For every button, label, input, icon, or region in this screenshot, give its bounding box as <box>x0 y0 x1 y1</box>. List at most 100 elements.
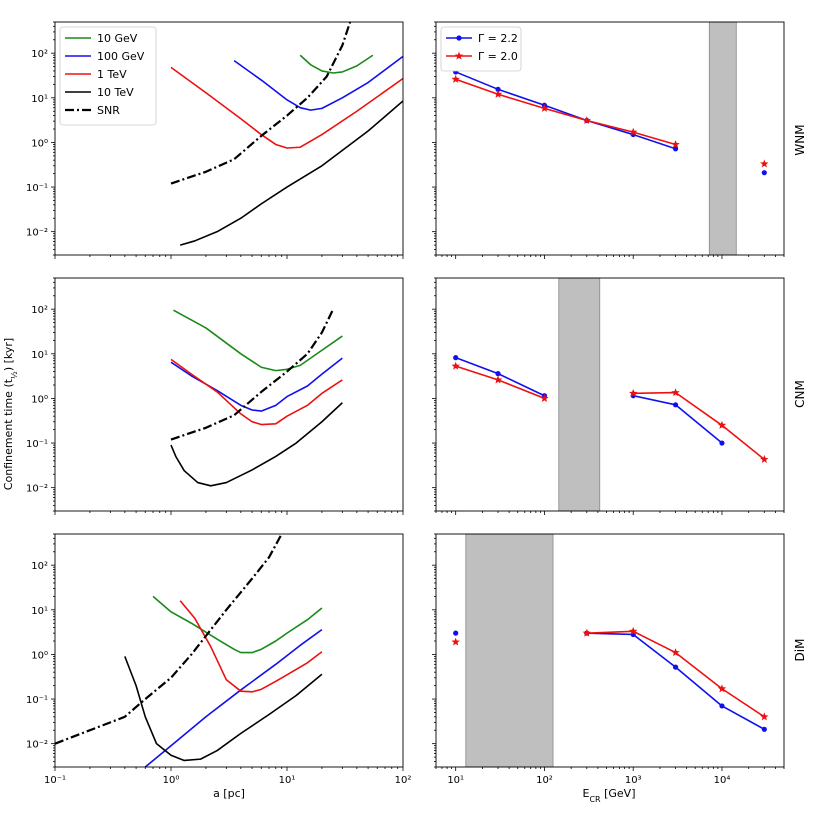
series-group <box>55 534 323 767</box>
series-group <box>451 355 769 463</box>
marker-point-2-2 <box>719 703 725 709</box>
shaded-band <box>465 533 554 768</box>
series-line-10-tev <box>179 100 403 246</box>
marker-star-2-0 <box>717 684 727 693</box>
marker-point-2-2 <box>453 630 459 636</box>
marker-star-2-0 <box>493 89 503 98</box>
right-x-axis-label: ECR [GeV] <box>582 787 635 804</box>
y-tick-label: 10¹ <box>31 350 48 361</box>
marker-point-2-2 <box>761 726 767 732</box>
series-line-100-gev <box>170 357 343 412</box>
y-tick-label: 10⁰ <box>31 650 48 661</box>
row-label-wnm: WNM <box>793 124 807 155</box>
series-line-10-gev <box>173 309 343 372</box>
y-tick-label: 10² <box>31 49 48 60</box>
x-tick-label: 10¹ <box>447 775 464 786</box>
marker-point-2-2 <box>719 440 725 446</box>
marker-point-2-2 <box>672 664 679 670</box>
y-tick-label: 10⁰ <box>31 394 48 405</box>
legend-box <box>59 26 157 126</box>
x-tick-label: 10⁴ <box>714 775 731 786</box>
left-x-axis-label: a [pc] <box>213 787 245 800</box>
series-line-2-2 <box>633 394 723 444</box>
y-tick-label: 10⁻² <box>26 484 48 495</box>
series-line-2-2 <box>586 632 765 730</box>
legend-label: 10 GeV <box>97 32 138 45</box>
legend-marker-dot <box>456 35 462 41</box>
series-line-snr <box>170 22 352 185</box>
x-tick-label: 10³ <box>625 775 642 786</box>
marker-point-2-2 <box>453 355 459 361</box>
marker-star-2-0 <box>671 648 680 657</box>
y-tick-label: 10² <box>31 305 48 316</box>
y-tick-label: 10¹ <box>31 606 48 617</box>
marker-star-2-0 <box>451 637 460 646</box>
shaded-band <box>558 277 601 512</box>
x-tick-label: 10² <box>536 775 553 786</box>
series-line-100-gev <box>144 628 323 767</box>
x-tick-label: 10⁻¹ <box>44 775 66 786</box>
row-label-dim: DiM <box>793 639 807 662</box>
series-group <box>170 22 403 246</box>
panel-wnm-left: 10⁻² 10⁻¹ 10⁰ 10¹ 10² 10 GeV 100 GeV 1 TeV 10 Te… <box>26 21 404 259</box>
y-tick-label: 10² <box>31 561 48 572</box>
x-tick-label: 10² <box>395 775 412 786</box>
y-tick-label: 10⁻¹ <box>26 183 48 194</box>
legend-label: 1 TeV <box>97 68 127 81</box>
row-label-cnm: CNM <box>793 380 807 408</box>
series-line-2-2 <box>455 356 545 397</box>
legend: Γ = 2.2 Γ = 2.0 <box>440 26 522 72</box>
panel-wnm-right: Γ = 2.2 Γ = 2.0 <box>432 21 785 259</box>
legend-marker-star <box>454 51 464 60</box>
marker-star-2-0 <box>760 455 769 463</box>
marker-star-2-0 <box>717 420 727 429</box>
x-tick-label: 10⁰ <box>163 775 180 786</box>
marker-point-2-2 <box>495 86 501 92</box>
marker-point-2-2 <box>495 371 501 377</box>
y-tick-label: 10⁻¹ <box>26 439 48 450</box>
panel-cnm-left: 10⁻² 10⁻¹ 10⁰ 10¹ 10² <box>26 277 404 515</box>
series-line-1-tev <box>179 600 323 693</box>
panel-dim-right: 10¹ 10² 10³ 10⁴ <box>432 533 785 786</box>
legend-label: SNR <box>97 104 120 117</box>
panel-dim-left: 10⁻¹ 10⁰ 10¹ 10² 10⁻² 10⁻¹ 10⁰ 10¹ 10² <box>26 533 412 786</box>
legend-label: Γ = 2.0 <box>478 50 518 63</box>
axes-frame <box>54 277 404 512</box>
marker-star-2-0 <box>540 103 549 112</box>
series-line-100-gev <box>233 55 403 111</box>
series-line-1-tev <box>170 66 403 149</box>
legend-label: Γ = 2.2 <box>478 32 518 45</box>
legend: 10 GeV 100 GeV 1 TeV 10 TeV SNR <box>59 26 157 126</box>
series-line-2-0 <box>586 630 765 718</box>
axes-frame <box>435 21 785 256</box>
y-tick-label: 10¹ <box>31 94 48 105</box>
marker-star-2-0 <box>671 140 680 149</box>
axes-frame <box>54 533 404 768</box>
y-tick-label: 10⁻² <box>26 228 48 239</box>
marker-star-2-0 <box>582 628 591 637</box>
series-line-snr <box>55 534 283 745</box>
marker-star-2-0 <box>451 74 460 83</box>
y-axis-label: Confinement time (t½) [kyr] <box>2 338 19 490</box>
marker-star-2-0 <box>629 626 638 635</box>
y-tick-label: 10⁻² <box>26 740 48 751</box>
series-line-10-gev <box>299 54 374 74</box>
marker-star-2-0 <box>760 159 769 168</box>
series-group <box>451 626 769 732</box>
marker-star-2-0 <box>493 375 503 384</box>
marker-star-2-0 <box>760 712 769 721</box>
marker-point-2-2 <box>672 402 679 408</box>
series-line-2-2 <box>455 71 676 150</box>
marker-point-2-2 <box>672 146 679 152</box>
series-line-2-0 <box>633 391 765 461</box>
shaded-band <box>708 21 737 256</box>
series-line-10-tev <box>170 402 343 487</box>
marker-star-2-0 <box>629 127 638 136</box>
marker-star-2-0 <box>451 361 460 370</box>
y-tick-label: 10⁰ <box>31 138 48 149</box>
series-line-10-tev <box>124 656 323 762</box>
y-tick-label: 10⁻¹ <box>26 695 48 706</box>
legend-label: 100 GeV <box>97 50 145 63</box>
axes-frame <box>54 21 404 256</box>
